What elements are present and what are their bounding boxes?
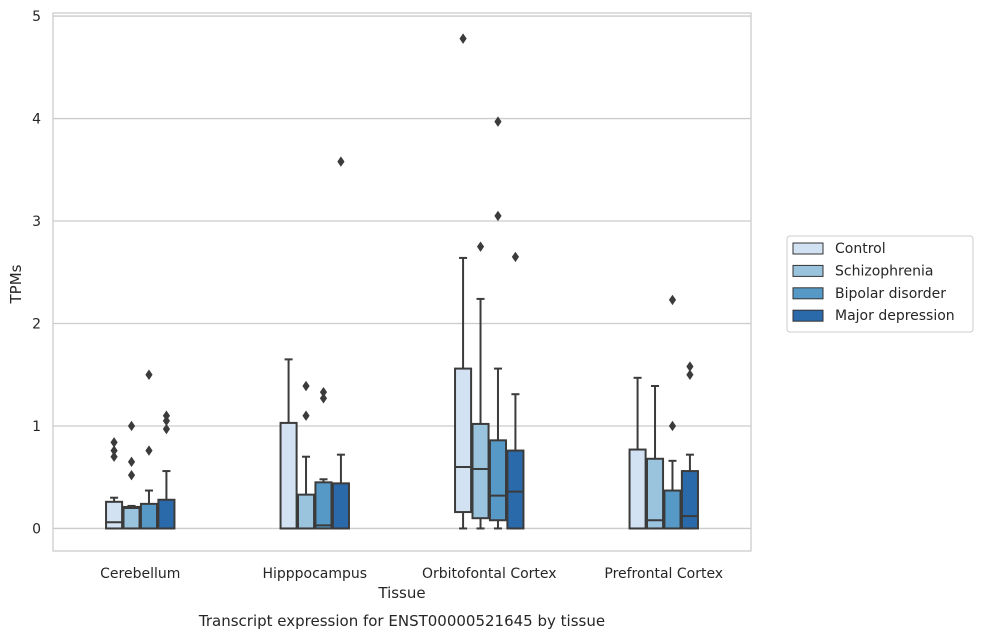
outlier-marker: [668, 420, 677, 432]
box-body: [680, 470, 699, 530]
outlier-marker: [127, 456, 136, 468]
legend-swatch: [792, 242, 824, 255]
x-tick-label: Orbitofontal Cortex: [422, 566, 557, 582]
outlier-marker: [162, 415, 171, 427]
chart-caption: Transcript expression for ENST0000052164…: [198, 612, 605, 630]
y-tick-label: 5: [32, 9, 41, 25]
box-bipolar-disorder: [663, 294, 682, 530]
box-body: [279, 421, 298, 530]
y-tick-label: 3: [32, 214, 41, 230]
box-schizophrenia: [122, 420, 141, 530]
box-body: [139, 502, 159, 530]
box-control: [628, 376, 647, 530]
box-control: [279, 358, 298, 530]
outlier-marker: [110, 451, 118, 462]
legend-swatch: [792, 309, 824, 322]
box-body: [122, 505, 141, 530]
plot-frame: [52, 12, 752, 552]
outlier-marker: [686, 361, 694, 372]
legend-label: Bipolar disorder: [835, 286, 946, 302]
legend-label: Major depression: [835, 308, 955, 324]
box-major-depression: [680, 361, 699, 530]
y-tick-label: 1: [32, 419, 41, 435]
legend-label: Schizophrenia: [835, 263, 933, 279]
box-control: [105, 437, 124, 530]
box-control: [454, 33, 473, 530]
legend-label: Control: [835, 241, 886, 257]
outlier-marker: [319, 386, 328, 398]
box-schizophrenia: [471, 241, 490, 530]
y-tick-labels: 0 1 2 3 4 5: [32, 9, 41, 537]
outlier-marker: [302, 380, 310, 392]
boxes: [105, 33, 699, 530]
box-body: [488, 439, 508, 522]
box-body: [628, 448, 647, 530]
box-body: [645, 457, 665, 530]
outlier-marker: [110, 445, 118, 456]
x-tick-label: Cerebellum: [100, 566, 180, 582]
box-schizophrenia: [296, 380, 316, 530]
outlier-marker: [162, 423, 171, 435]
legend-swatch: [792, 287, 824, 300]
outlier-marker: [459, 33, 467, 44]
box-schizophrenia: [645, 385, 665, 530]
legend: Control Schizophrenia Bipolar disorder Majo…: [786, 235, 974, 333]
box-body: [506, 449, 525, 530]
outlier-marker: [476, 241, 485, 252]
outlier-marker: [668, 294, 677, 306]
box-body: [105, 500, 124, 530]
y-tick-label: 2: [32, 317, 41, 333]
box-bipolar-disorder: [314, 386, 333, 530]
outlier-marker: [145, 369, 153, 380]
outlier-marker: [494, 116, 502, 127]
outlier-marker: [686, 369, 694, 380]
outlier-marker: [127, 420, 136, 432]
box-body: [296, 493, 316, 530]
x-axis-label: Tissue: [377, 584, 425, 602]
box-body: [454, 367, 473, 514]
x-tick-label: Hipppocampus: [262, 566, 367, 582]
outlier-marker: [145, 445, 153, 456]
legend-swatch: [792, 264, 824, 277]
box-bipolar-disorder: [488, 116, 508, 530]
outlier-marker: [511, 251, 520, 263]
box-body: [471, 422, 490, 520]
y-tick-label: 0: [32, 521, 41, 537]
box-body: [157, 498, 176, 530]
outlier-marker: [337, 156, 345, 167]
box-major-depression: [157, 410, 176, 530]
box-major-depression: [331, 156, 350, 530]
outlier-marker: [127, 469, 136, 481]
legend-frame: [786, 235, 974, 333]
box-body: [331, 482, 350, 530]
box-major-depression: [506, 251, 525, 530]
outlier-marker: [319, 393, 328, 404]
box-bipolar-disorder: [139, 369, 159, 530]
outlier-marker: [302, 410, 310, 421]
x-tick-label: Prefrontal Cortex: [604, 566, 723, 582]
box-body: [314, 481, 333, 530]
outlier-marker: [110, 437, 118, 448]
y-tick-label: 4: [32, 112, 41, 128]
y-axis-label: TPMs: [7, 264, 25, 304]
box-body: [663, 489, 682, 530]
outlier-marker: [494, 210, 502, 222]
x-tick-labels: Cerebellum Hipppocampus Orbitofontal Corte…: [100, 566, 723, 582]
